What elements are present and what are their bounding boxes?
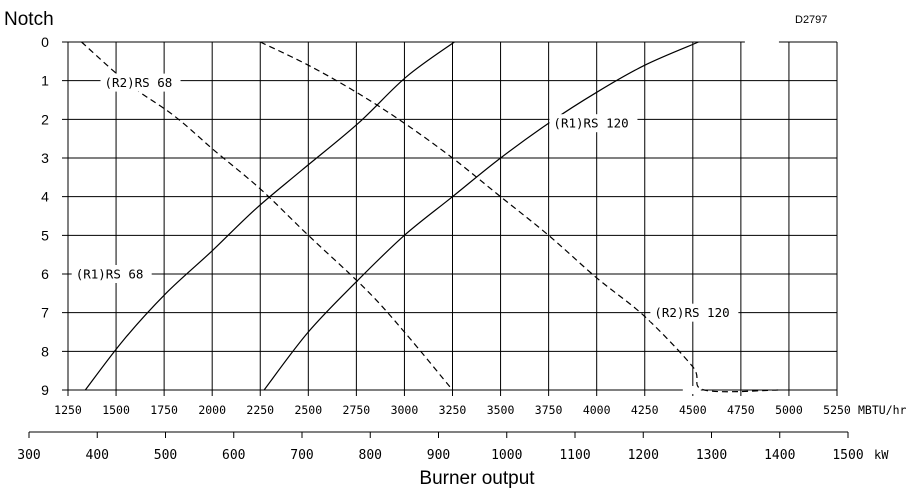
grid-gap-bottom [682,386,701,394]
x-tick-label: 4250 [631,403,659,417]
x-tick-label: 3750 [535,403,563,417]
curve-labels: (R1)RS 68 (R2)RS 68 (R1)RS 120 (R2)RS 120 [71,73,739,322]
kw-tick-label: 1400 [764,448,795,463]
x-axis-title: Burner output [419,468,535,489]
y-tick-labels: 0 1 2 3 4 5 6 7 8 9 [41,34,49,398]
series-label-1: (R2)RS 68 [105,75,173,90]
kw-tick-label: 600 [222,448,245,463]
x-tick-label: 2750 [343,403,371,417]
x-tick-label: 1500 [102,403,130,417]
kw-tick-label: 500 [154,448,177,463]
series-label-3: (R2)RS 120 [654,305,729,320]
x-tick-label: 5000 [775,403,803,417]
series-line-2 [263,41,699,391]
x-tick-label: 1250 [54,403,82,417]
y-tick-label: 8 [41,343,49,359]
kw-tick-label: 1100 [559,448,590,463]
x-tick-label: 1750 [150,403,178,417]
series-line-3 [260,41,780,393]
series-label-bg [71,265,152,283]
series-label-bg [650,303,739,322]
y-tick-label: 3 [41,150,49,166]
kw-tick-label: 1000 [491,448,522,463]
x-unit-label: MBTU/hr [858,403,907,417]
series-label-bg [549,114,638,133]
x-tick-label: 3500 [487,403,515,417]
x-tick-label: 3250 [439,403,467,417]
kw-tick-label: 300 [17,448,40,463]
x2-unit-label: kW [874,448,889,462]
x-tick-label: 4750 [727,403,755,417]
grid-gap-top [744,38,779,46]
series-label-0: (R1)RS 68 [76,267,144,282]
x-tick-label: 4500 [679,403,707,417]
x-tick-labels: 1250 1500 1750 2000 2250 2500 2750 3000 3250 3500… [54,403,851,417]
x-tick-label: 5250 [823,403,851,417]
curves [81,41,780,393]
y-tick-label: 0 [41,34,49,50]
kw-tick-label: 900 [427,448,450,463]
y-axis-title: Notch [4,9,54,30]
kw-tick-label: 1500 [832,448,863,463]
y-tick-label: 1 [41,73,49,89]
kw-tick-label: 800 [359,448,382,463]
chart-code: D2797 [795,14,827,26]
y-tick-label: 4 [41,189,49,205]
series-line-1 [81,41,453,391]
kw-tick-label: 1200 [628,448,659,463]
y-tick-label: 5 [41,227,49,243]
x-tick-label: 4000 [583,403,611,417]
kw-tick-label: 700 [290,448,313,463]
x-tick-label: 2000 [198,403,226,417]
kw-tick-label: 1300 [696,448,727,463]
y-tick-label: 6 [41,266,49,282]
x-tick-label: 2500 [294,403,322,417]
x-tick-label: 2250 [246,403,274,417]
kw-axis: 300 400 500 600 700 800 900 1000 1100 1200 1300 140… [17,431,864,463]
series-line-0 [84,41,455,391]
x-tick-label: 3000 [391,403,419,417]
grid [62,38,838,396]
y-tick-label: 7 [41,305,49,321]
series-label-2: (R1)RS 120 [553,116,628,131]
y-tick-label: 9 [41,382,49,398]
kw-tick-label: 400 [86,448,109,463]
y-tick-label: 2 [41,111,49,127]
series-label-bg [100,73,181,92]
